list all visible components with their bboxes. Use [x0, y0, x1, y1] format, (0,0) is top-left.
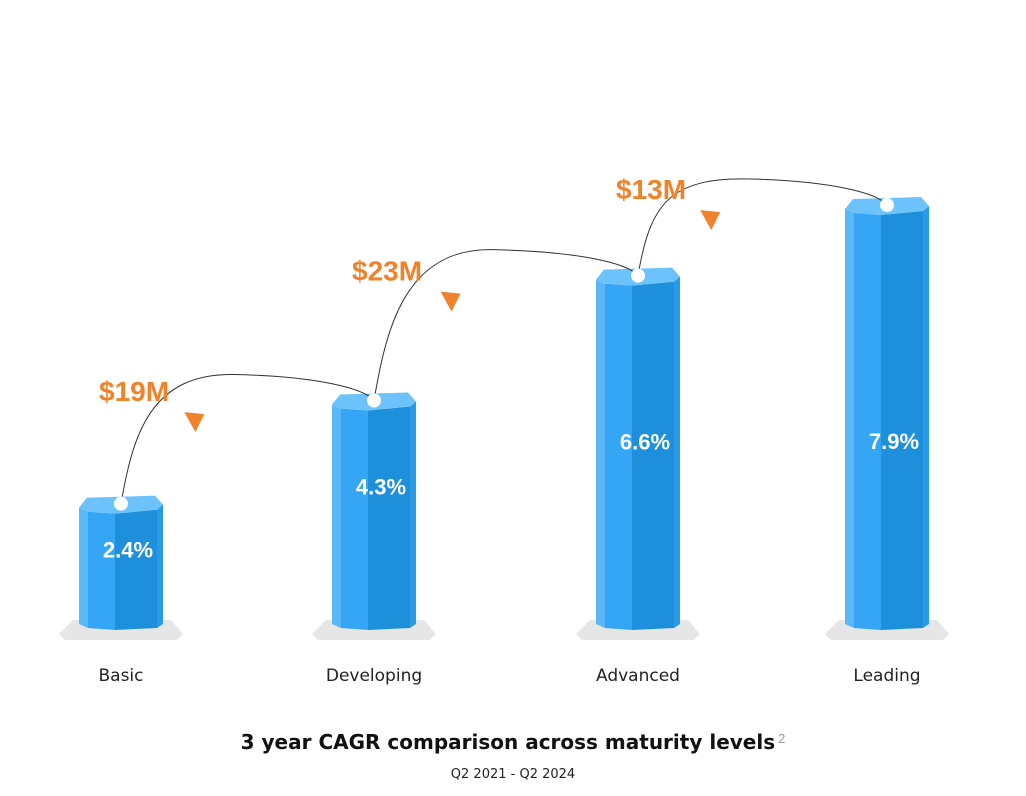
bar-left-face [596, 279, 605, 628]
value-label-leading: 7.9% [869, 429, 919, 454]
value-label-advanced: 6.6% [620, 430, 670, 455]
bar-basic [79, 495, 163, 630]
title-footnote: 2 [778, 730, 786, 746]
bar-left-face [845, 209, 854, 628]
transition-arrow-1 [184, 412, 205, 433]
bar-left-face [79, 507, 88, 628]
category-label-basic: Basic [98, 666, 143, 686]
bar-top-dot-developing [367, 393, 381, 408]
bar-front-face [854, 213, 881, 630]
bar-edge-face [923, 206, 929, 628]
bar-front-face [605, 283, 632, 630]
chart-title-wrap: 3 year CAGR comparison across maturity l… [0, 730, 1026, 754]
chart-title: 3 year CAGR comparison across maturity l… [240, 730, 776, 754]
bar-right-face [881, 211, 923, 630]
transition-curve-3 [637, 178, 888, 276]
transition-arrow-3 [700, 210, 721, 231]
bars [79, 197, 929, 630]
transition-arrow-2 [440, 291, 461, 312]
bar-front-face [341, 408, 368, 630]
bar-bases [59, 620, 949, 640]
value-label-basic: 2.4% [103, 538, 153, 563]
bar-front-face [88, 511, 115, 630]
bar-leading [845, 197, 929, 630]
bar-right-face [368, 406, 410, 630]
bar-left-face [332, 404, 341, 628]
transition-label-1: $19M [99, 376, 169, 407]
bar-edge-face [410, 401, 416, 628]
transition-label-3: $13M [616, 174, 686, 205]
chart-subtitle: Q2 2021 - Q2 2024 [450, 767, 576, 782]
bar-developing [332, 392, 416, 630]
bar-top-dot-leading [880, 198, 894, 213]
labels: $19M $23M $13M 2.4% Basic 4.3% Developing 6.6% A… [98, 174, 920, 686]
bar-right-face [632, 281, 674, 630]
category-label-advanced: Advanced [596, 666, 680, 686]
transition-curve-1 [120, 374, 375, 504]
category-label-leading: Leading [853, 666, 920, 686]
value-label-developing: 4.3% [356, 475, 406, 500]
bar-advanced [596, 267, 680, 630]
bar-right-face [115, 509, 157, 630]
transition-curves [114, 178, 894, 511]
category-label-developing: Developing [326, 666, 422, 686]
transition-label-2: $23M [352, 256, 422, 287]
bar-edge-face [157, 504, 163, 628]
maturity-cagr-chart: $19M $23M $13M 2.4% Basic 4.3% Developing 6.6% A… [59, 174, 949, 686]
bar-edge-face [674, 276, 680, 628]
bar-top-dot-basic [114, 496, 128, 511]
transition-curve-2 [373, 249, 639, 401]
bar-top-dot-advanced [631, 268, 645, 283]
